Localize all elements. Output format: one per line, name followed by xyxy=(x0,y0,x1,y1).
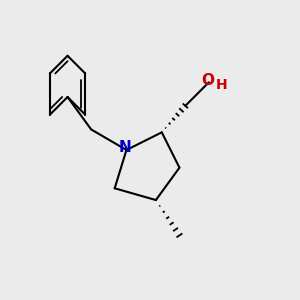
Text: N: N xyxy=(118,140,131,155)
Text: H: H xyxy=(215,78,227,92)
Text: O: O xyxy=(201,73,214,88)
